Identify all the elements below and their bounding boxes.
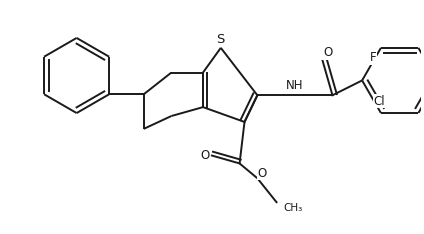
Text: O: O: [323, 46, 332, 59]
Text: CH₃: CH₃: [283, 203, 303, 213]
Text: Cl: Cl: [373, 95, 385, 108]
Text: O: O: [201, 149, 209, 162]
Text: S: S: [217, 33, 225, 46]
Text: NH: NH: [286, 79, 304, 92]
Text: O: O: [258, 167, 267, 180]
Text: F: F: [370, 51, 376, 64]
